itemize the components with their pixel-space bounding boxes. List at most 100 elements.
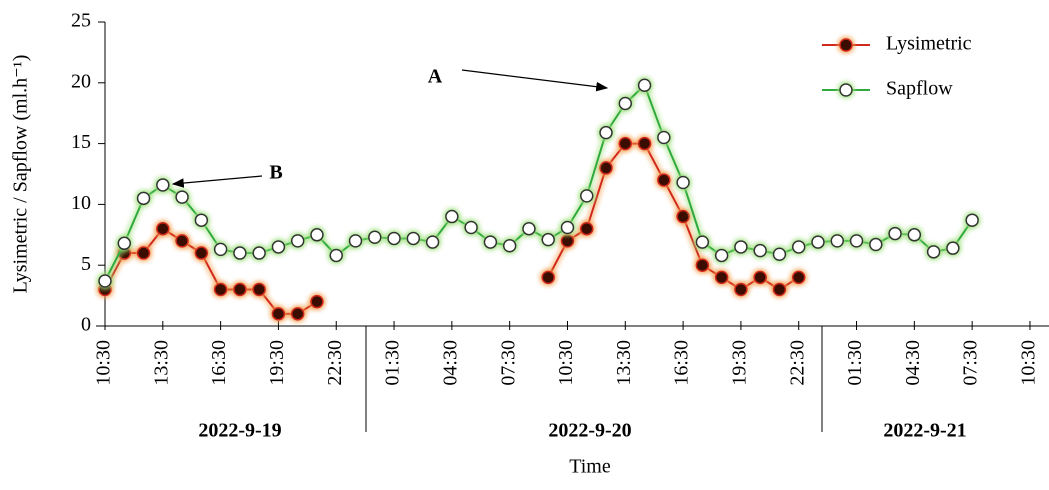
x-tick-label: 07:30 [960,340,982,386]
point [175,234,189,248]
point [560,220,575,235]
x-tick-label: 13:30 [150,340,172,386]
point [580,189,594,203]
point [657,130,671,145]
x-tick-label: 13:30 [613,340,635,386]
point [753,270,767,285]
point [445,209,459,224]
point [714,270,729,285]
point [714,248,729,263]
point [791,240,806,254]
point [772,282,787,297]
point [194,246,209,260]
date-label: 2022-9-19 [198,420,281,442]
series-line [104,83,973,282]
point [618,136,633,151]
y-tick-label: 0 [81,314,91,336]
point [329,248,343,263]
annotation: A [428,66,443,88]
point [483,235,498,249]
x-tick-label: 10:30 [1018,340,1040,386]
point [695,258,710,272]
y-tick-label: 20 [71,70,91,92]
point [290,234,305,248]
x-tick-label: 16:30 [208,340,230,386]
y-tick-label: 25 [71,10,91,32]
point [348,234,363,248]
point [387,231,401,246]
x-tick-label: 01:30 [382,340,404,386]
x-tick-label: 22:30 [786,340,808,386]
point [213,282,228,297]
point [175,190,189,204]
legend-marker [839,83,853,97]
annotation-arrow [461,69,609,92]
point [849,234,864,248]
point [695,235,710,249]
point [368,230,382,244]
y-axis-label: Lysimetric / Sapflow (ml.h⁻¹) [10,55,32,294]
y-tick-label: 5 [81,253,91,275]
point [252,246,266,260]
point [136,246,151,260]
x-tick-label: 16:30 [671,340,693,386]
point [811,235,825,249]
x-tick-label: 10:30 [555,340,577,386]
point [618,96,633,111]
point [637,136,652,151]
series-line [104,227,318,315]
y-tick-label: 10 [71,192,91,214]
legend-label: Sapflow [886,78,953,100]
point [560,234,575,248]
point [310,294,324,309]
legend-label: Lysimetric [886,33,972,55]
point [233,282,247,297]
date-label: 2022-9-20 [548,420,631,442]
point [888,226,902,241]
series-line [547,142,800,291]
point [734,282,748,297]
point [599,125,613,140]
x-tick-label: 07:30 [497,340,519,386]
point [310,228,324,242]
point [98,274,112,288]
point [676,209,690,224]
point [734,240,748,254]
point [830,234,845,248]
annotation: B [269,162,282,184]
annotation-arrow [171,175,263,188]
x-tick-label: 19:30 [729,340,751,386]
x-axis-label: Time [569,456,611,478]
point [233,246,247,260]
x-tick-label: 04:30 [902,340,924,386]
point [869,237,883,252]
point [406,231,421,246]
point [156,178,170,192]
x-tick-label: 04:30 [439,340,461,386]
point [502,238,517,253]
x-tick-label: 01:30 [844,340,866,386]
point [156,221,170,236]
point [541,232,555,247]
point [791,270,806,285]
point [599,161,613,175]
point [290,307,305,321]
x-tick-label: 19:30 [266,340,288,386]
date-label: 2022-9-21 [883,420,966,442]
point [213,242,228,257]
point [926,245,941,259]
point [117,236,132,251]
point [271,240,286,254]
point [464,220,478,235]
legend-marker [839,38,853,52]
x-tick-label: 10:30 [93,340,115,386]
point [965,213,979,227]
y-tick-label: 15 [71,131,91,153]
point [136,191,151,206]
point [194,213,209,227]
point [676,175,690,190]
point [946,241,960,255]
point [522,221,536,236]
point [637,78,652,92]
